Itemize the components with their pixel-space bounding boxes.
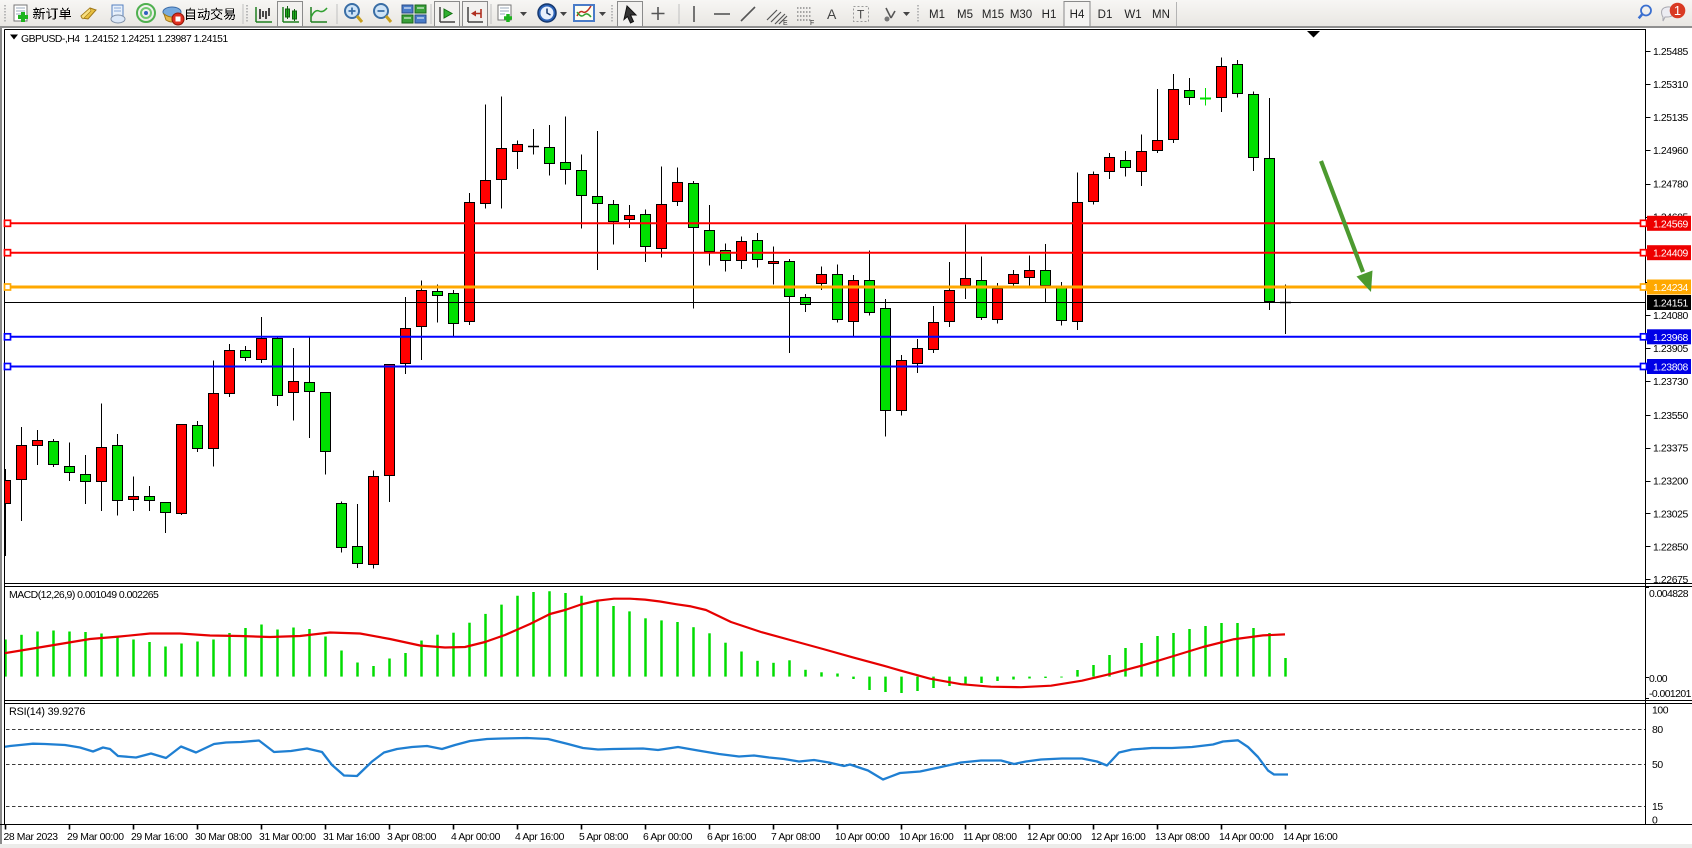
svg-text:28 Mar 2023: 28 Mar 2023 [4, 832, 59, 843]
svg-text:12 Apr 00:00: 12 Apr 00:00 [1027, 832, 1082, 843]
svg-text:12 Apr 16:00: 12 Apr 16:00 [1091, 832, 1146, 843]
svg-text:11 Apr 08:00: 11 Apr 08:00 [963, 832, 1017, 843]
svg-text:H1: H1 [1042, 9, 1057, 21]
svg-text:0.004828: 0.004828 [1649, 589, 1689, 600]
svg-text:T: T [857, 8, 865, 22]
svg-text:4 Apr 16:00: 4 Apr 16:00 [515, 832, 565, 843]
svg-text:10 Apr 16:00: 10 Apr 16:00 [899, 832, 954, 843]
svg-text:W1: W1 [1124, 9, 1141, 21]
svg-text:0.00: 0.00 [1649, 674, 1668, 685]
svg-text:D1: D1 [1098, 9, 1113, 21]
svg-text:1.25135: 1.25135 [1653, 113, 1689, 124]
svg-text:1.23968: 1.23968 [1653, 333, 1689, 344]
svg-text:1.23025: 1.23025 [1653, 509, 1689, 520]
svg-text:100: 100 [1652, 706, 1669, 717]
svg-text:50: 50 [1652, 760, 1663, 771]
svg-text:M30: M30 [1010, 9, 1032, 21]
svg-text:M1: M1 [929, 9, 945, 21]
svg-text:31 Mar 16:00: 31 Mar 16:00 [323, 832, 380, 843]
svg-text:F: F [810, 20, 814, 27]
svg-text:1.25310: 1.25310 [1653, 80, 1689, 91]
svg-text:1.24409: 1.24409 [1653, 249, 1689, 260]
svg-text:14 Apr 16:00: 14 Apr 16:00 [1283, 832, 1338, 843]
svg-text:RSI(14) 39.9276: RSI(14) 39.9276 [9, 706, 85, 718]
svg-text:3 Apr 08:00: 3 Apr 08:00 [387, 832, 437, 843]
svg-text:M5: M5 [957, 9, 973, 21]
svg-text:29 Mar 16:00: 29 Mar 16:00 [131, 832, 188, 843]
svg-text:5 Apr 08:00: 5 Apr 08:00 [579, 832, 629, 843]
svg-text:6 Apr 16:00: 6 Apr 16:00 [707, 832, 757, 843]
svg-text:1.24151: 1.24151 [1653, 299, 1689, 310]
svg-text:1.24780: 1.24780 [1653, 180, 1689, 191]
svg-text:A: A [827, 6, 837, 22]
svg-text:1.24080: 1.24080 [1653, 311, 1689, 322]
svg-text:6 Apr 00:00: 6 Apr 00:00 [643, 832, 693, 843]
svg-text:1.23550: 1.23550 [1653, 411, 1689, 422]
svg-text:0: 0 [1652, 816, 1658, 827]
svg-text:1.23375: 1.23375 [1653, 444, 1689, 455]
svg-text:MACD(12,26,9) 0.001049 0.00226: MACD(12,26,9) 0.001049 0.002265 [9, 589, 159, 601]
svg-text:1.23730: 1.23730 [1653, 377, 1689, 388]
svg-text:1.23200: 1.23200 [1653, 477, 1689, 488]
svg-text:M15: M15 [982, 9, 1004, 21]
svg-text:-0.001201: -0.001201 [1649, 689, 1692, 700]
svg-text:31 Mar 00:00: 31 Mar 00:00 [259, 832, 316, 843]
svg-text:1.23808: 1.23808 [1653, 363, 1689, 374]
svg-text:29 Mar 00:00: 29 Mar 00:00 [67, 832, 124, 843]
svg-text:GBPUSD-,H4 1.24152 1.24251 1.: GBPUSD-,H4 1.24152 1.24251 1.23987 1.241… [21, 34, 228, 45]
svg-text:14 Apr 00:00: 14 Apr 00:00 [1219, 832, 1274, 843]
svg-text:E: E [783, 20, 788, 27]
svg-text:10 Apr 00:00: 10 Apr 00:00 [835, 832, 890, 843]
svg-text:1.24569: 1.24569 [1653, 219, 1689, 230]
svg-text:1.23905: 1.23905 [1653, 344, 1689, 355]
svg-text:1.24234: 1.24234 [1653, 283, 1689, 294]
svg-text:1.22675: 1.22675 [1653, 575, 1689, 586]
svg-text:80: 80 [1652, 725, 1663, 736]
svg-text:1.25485: 1.25485 [1653, 47, 1689, 58]
svg-text:13 Apr 08:00: 13 Apr 08:00 [1155, 832, 1210, 843]
svg-text:1.24960: 1.24960 [1653, 146, 1689, 157]
svg-text:1: 1 [1674, 3, 1681, 18]
svg-text:H4: H4 [1070, 9, 1085, 21]
svg-text:30 Mar 08:00: 30 Mar 08:00 [195, 832, 252, 843]
svg-text:15: 15 [1652, 802, 1663, 813]
svg-text:MN: MN [1152, 9, 1170, 21]
svg-text:1.22850: 1.22850 [1653, 542, 1689, 553]
svg-text:4 Apr 00:00: 4 Apr 00:00 [451, 832, 501, 843]
svg-text:7 Apr 08:00: 7 Apr 08:00 [771, 832, 821, 843]
